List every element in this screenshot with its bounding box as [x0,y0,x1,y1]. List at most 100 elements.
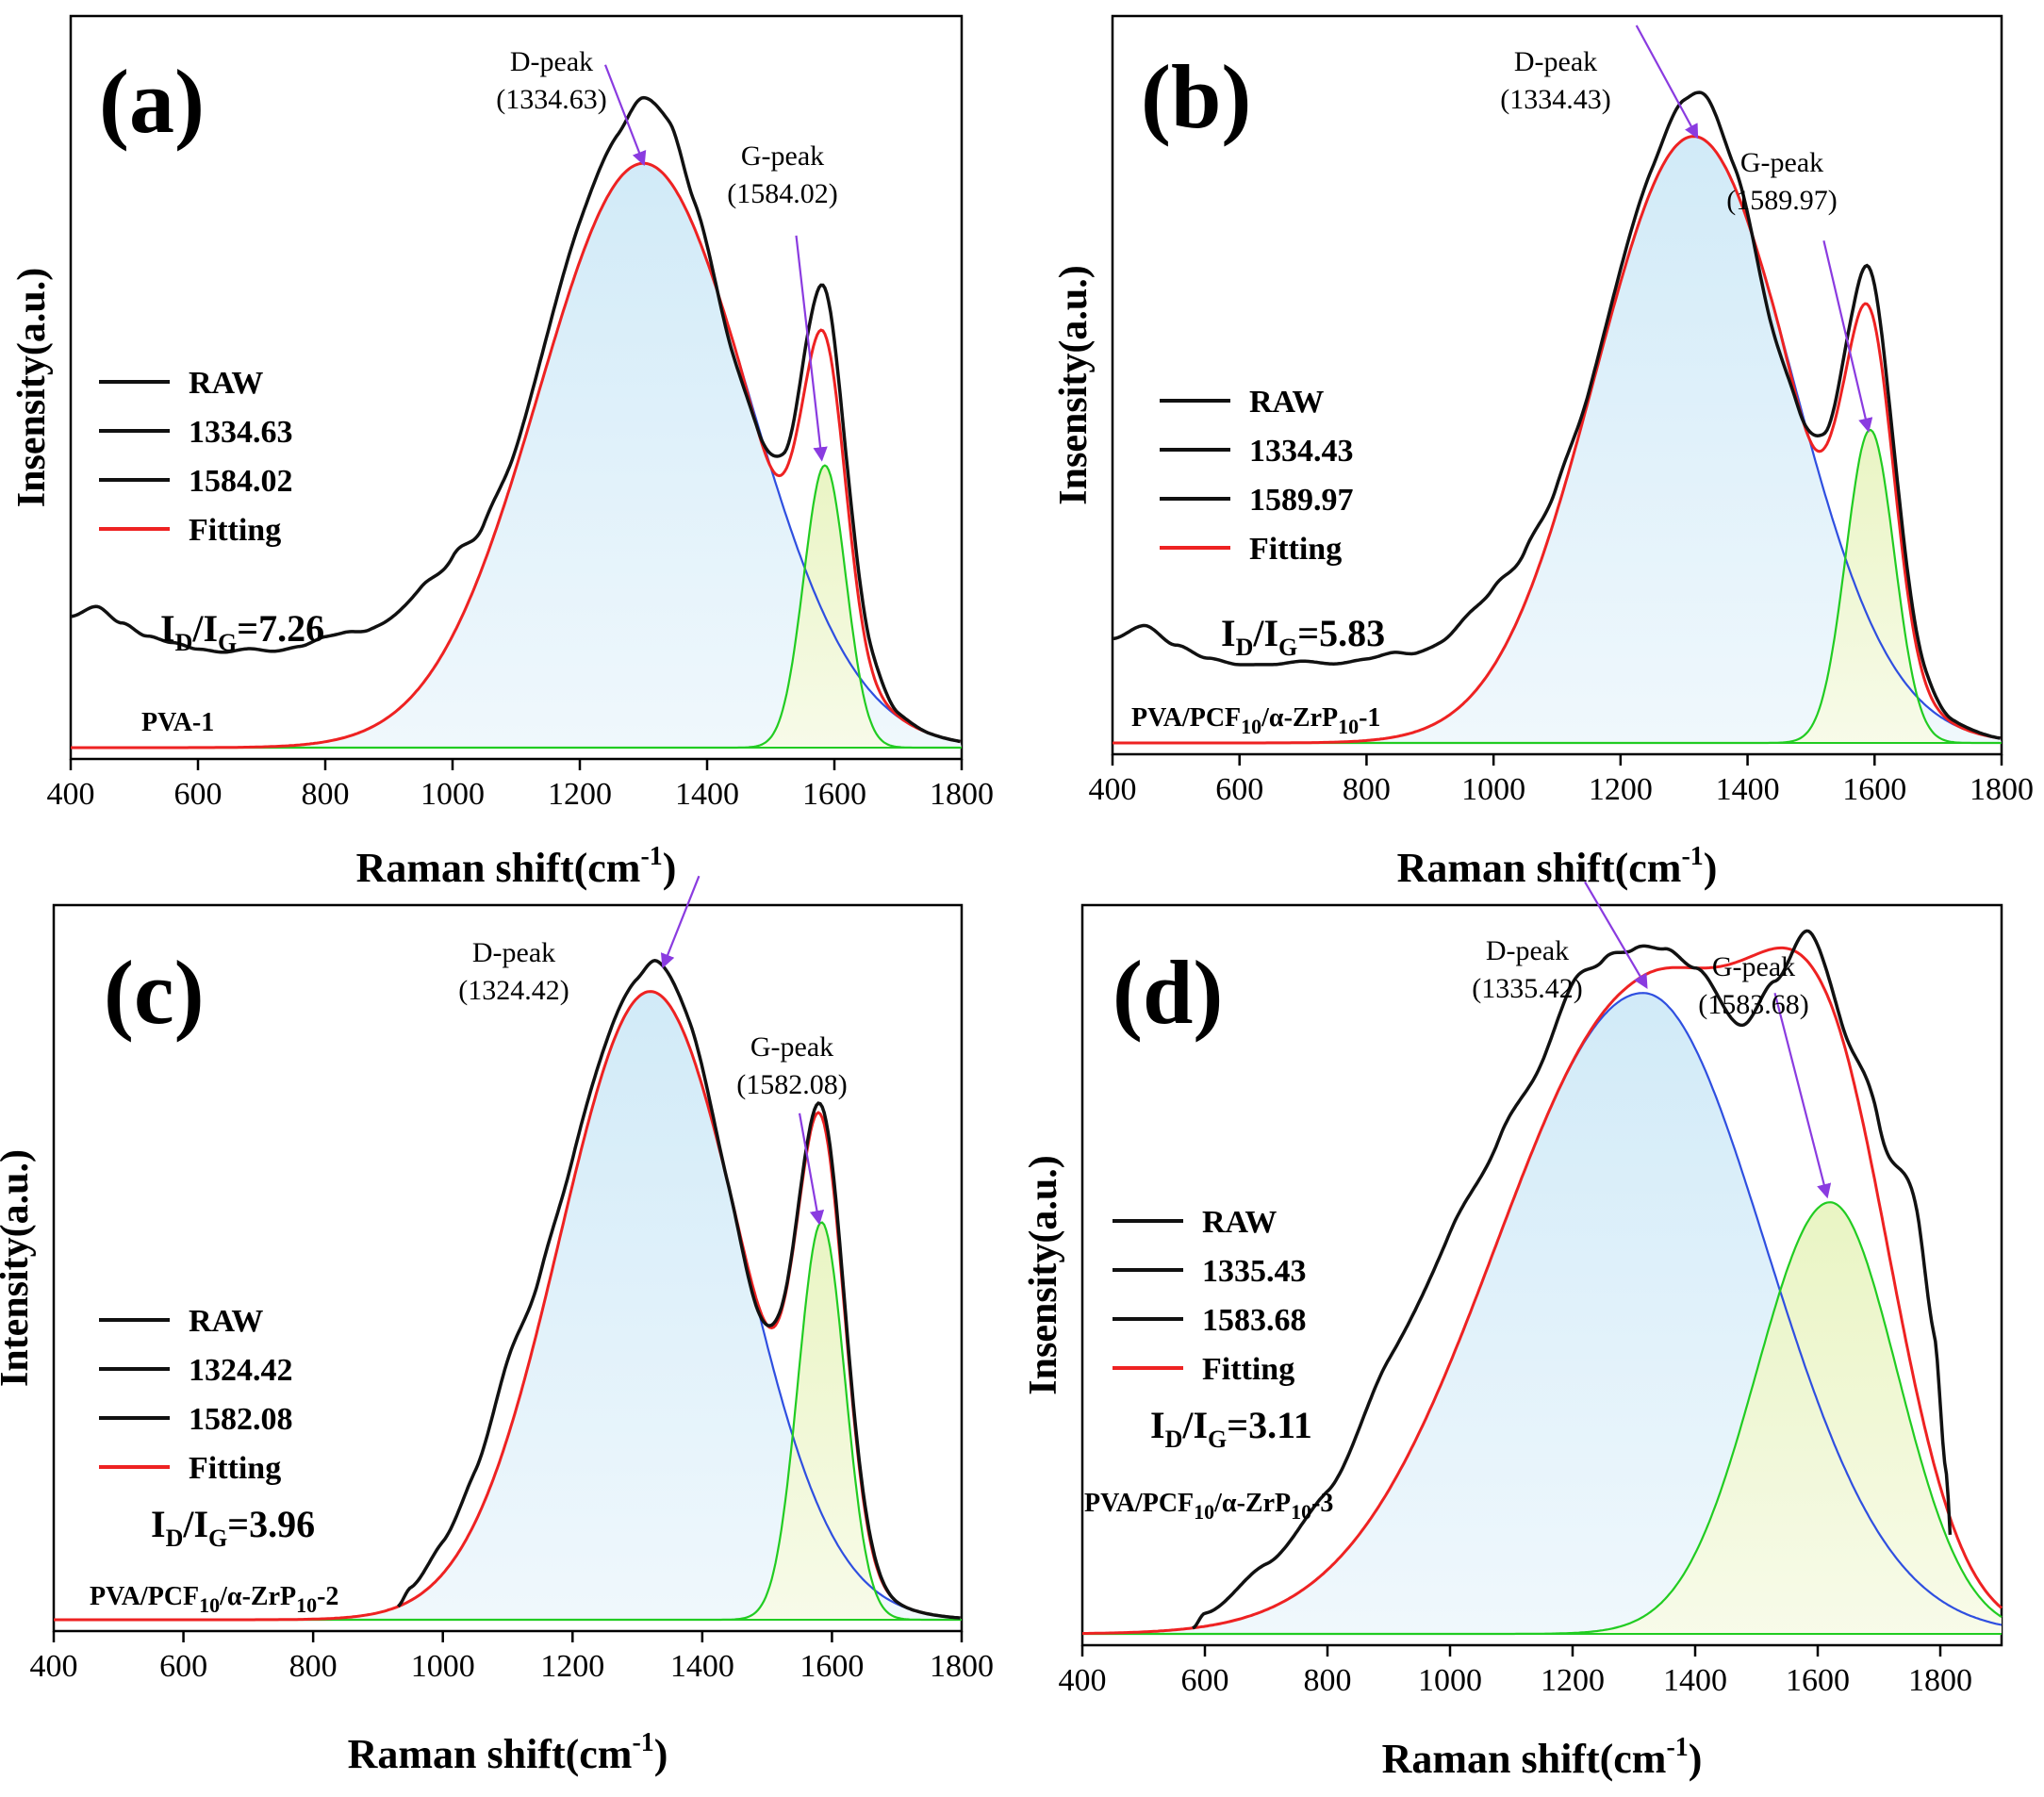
d-peak-arrow [660,875,701,969]
x-tick-label: 600 [1181,1663,1229,1698]
g-peak-arrow [795,235,828,462]
g-peak-fill [1082,1202,2002,1634]
y-axis-label: Insensity(a.u.) [1052,265,1096,504]
plot-frame [1080,903,2003,1647]
g-peak-value: (1589.97) [1726,185,1837,216]
legend-label-3: 1584.02 [189,464,293,499]
legend-label-2: 1334.63 [189,415,293,450]
legend-label-1: RAW [1202,1205,1277,1240]
y-axis-label: Intensity(a.u.) [0,1149,37,1387]
d-peak-arrow [1584,881,1648,989]
x-tick-label: 1600 [799,1649,864,1684]
legend-label-4: Fitting [189,513,281,548]
x-axis-label: Raman shift(cm-1) [356,842,677,891]
x-tick-label: 1600 [802,777,866,812]
x-tick-label: 600 [159,1649,207,1684]
d-peak-value: (1334.43) [1500,84,1610,115]
g-peak-arrow [1822,240,1873,433]
legend-label-3: 1583.68 [1202,1303,1307,1338]
x-tick-label: 800 [302,777,350,812]
y-axis-label: Insensity(a.u.) [10,268,54,507]
x-tick-label: 1000 [1418,1663,1482,1698]
g-peak-arrow [1773,992,1832,1199]
d-peak-label: D-peak [510,46,593,77]
g-peak-arrow [798,1113,825,1226]
id-ig-ratio: ID/IG=3.96 [151,1503,315,1552]
x-tick-label: 400 [1059,1663,1107,1698]
x-tick-label: 800 [1343,772,1391,807]
panel-label: (a) [99,51,205,152]
legend-label-4: Fitting [1249,532,1342,567]
panel-b: 400 600 800 1000 1200 1400 1600 1800 Raman shift… [1052,14,2034,891]
x-tick-label: 1200 [548,777,612,812]
raw-line [1192,929,1953,1630]
d-peak-value: (1334.63) [496,84,606,115]
legend-label-3: 1589.97 [1249,483,1354,518]
d-peak-fill [71,163,962,748]
panel-label: (c) [104,942,205,1043]
sample-name: PVA/PCF10/α-ZrP10-1 [1131,703,1380,738]
g-peak-value: (1583.68) [1698,989,1808,1020]
g-peak-fill [1113,430,2002,743]
legend-label-4: Fitting [1202,1352,1294,1387]
x-tick-label: 1800 [930,777,994,812]
x-tick-label: 1000 [411,1649,475,1684]
legend-label-4: Fitting [189,1451,281,1486]
fitting-line [71,161,961,750]
d-peak-fill [54,991,962,1620]
fitting-line [1082,946,2003,1635]
g-peak-label: G-peak [741,140,824,172]
x-tick-label: 1400 [675,777,739,812]
x-tick-label: 800 [1304,1663,1352,1698]
panel-label: (b) [1141,46,1251,147]
d-peak-fill [1113,136,2002,744]
x-tick-label: 600 [174,777,223,812]
x-axis-label: Raman shift(cm-1) [1397,842,1718,891]
panel-d: 400 600 800 1000 1200 1400 1600 1800 Raman shift… [1022,881,2003,1782]
x-tick-label: 1600 [1786,1663,1850,1698]
d-peak-label: D-peak [472,937,555,968]
sample-name: PVA/PCF10/α-ZrP10-2 [90,1582,338,1617]
d-peak-arrow [603,64,647,167]
x-tick-label: 1400 [1663,1663,1727,1698]
x-tick-label: 1000 [420,777,485,812]
panel-c: 400 600 800 1000 1200 1400 1600 1800 Raman shift… [0,875,994,1777]
legend-label-2: 1334.43 [1249,434,1354,469]
plot-frame [1111,14,2003,756]
x-axis-label: Raman shift(cm-1) [348,1728,668,1777]
x-tick-label: 1400 [670,1649,734,1684]
id-ig-ratio: ID/IG=5.83 [1221,612,1385,661]
legend-label-3: 1582.08 [189,1402,293,1437]
d-peak-value: (1335.42) [1472,973,1582,1004]
raw-line [70,95,961,744]
legend-label-1: RAW [1249,385,1324,420]
d-peak-label: D-peak [1514,46,1597,77]
g-peak-label: G-peak [1712,951,1795,982]
x-tick-label: 1800 [930,1649,994,1684]
id-ig-ratio: ID/IG=3.11 [1150,1404,1312,1453]
panel-a: 400 600 800 1000 1200 1400 1600 1800 Raman shift… [10,14,994,891]
legend-label-1: RAW [189,366,263,401]
x-tick-label: 1000 [1461,772,1525,807]
plot-frame [52,903,964,1633]
sample-name: PVA-1 [141,708,214,737]
legend-label-2: 1324.42 [189,1353,293,1388]
x-tick-label: 400 [1089,772,1137,807]
x-tick-label: 1200 [1541,1663,1605,1698]
g-peak-value: (1584.02) [727,178,837,209]
g-peak-value: (1582.08) [736,1069,847,1100]
x-tick-label: 1800 [1970,772,2034,807]
y-axis-label: Insensity(a.u.) [1022,1155,1065,1394]
x-tick-label: 800 [289,1649,338,1684]
x-tick-label: 1800 [1908,1663,1972,1698]
g-peak-label: G-peak [1740,147,1823,178]
legend-label-2: 1335.43 [1202,1254,1307,1289]
x-tick-label: 400 [47,777,95,812]
x-tick-label: 1600 [1842,772,1906,807]
fitting-line [1113,135,2001,745]
d-peak-arrow [1635,25,1699,140]
id-ig-ratio: ID/IG=7.26 [160,607,324,656]
x-axis-label: Raman shift(cm-1) [1382,1733,1703,1782]
